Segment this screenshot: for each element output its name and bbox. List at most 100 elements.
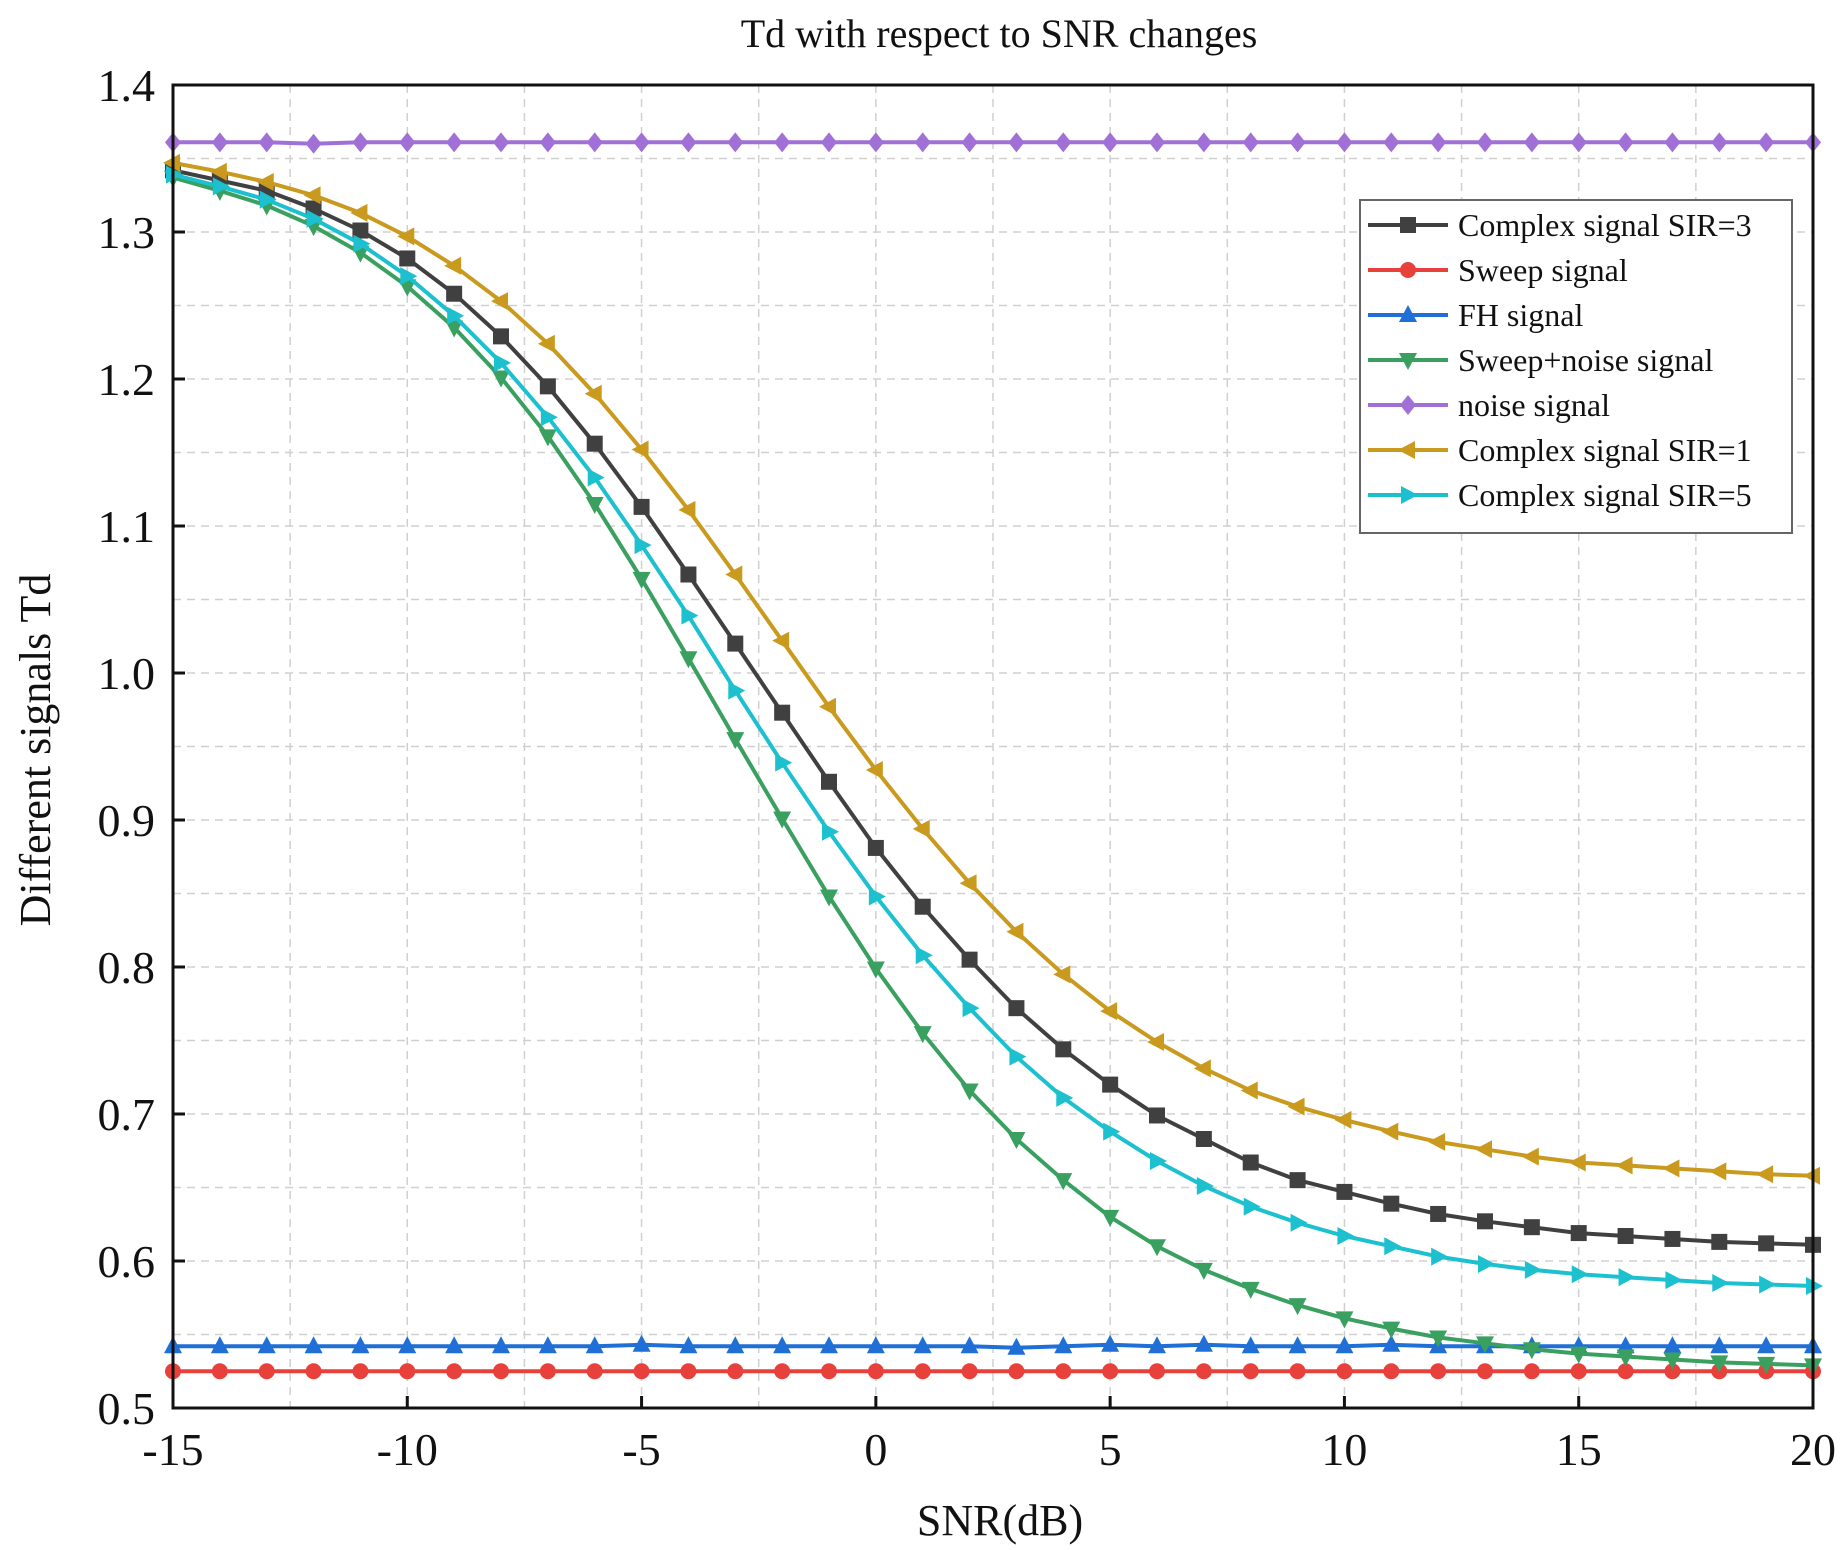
legend-label: Complex signal SIR=5 <box>1458 477 1752 513</box>
data-point <box>212 177 230 196</box>
data-point <box>1522 1342 1541 1360</box>
x-tick-label: 10 <box>1321 1424 1367 1475</box>
data-point <box>1335 1311 1354 1329</box>
legend-label: FH signal <box>1458 297 1583 333</box>
data-point <box>1054 1336 1073 1354</box>
data-point <box>820 1336 838 1354</box>
data-point <box>1618 1268 1636 1287</box>
data-point <box>1289 1172 1306 1189</box>
data-point <box>1101 1209 1120 1227</box>
data-point <box>1711 1233 1728 1250</box>
data-point <box>352 1363 369 1380</box>
data-point <box>1149 132 1165 153</box>
data-point <box>1242 132 1259 153</box>
data-point <box>211 132 228 153</box>
series-line <box>173 140 1813 146</box>
y-tick-label: 0.7 <box>98 1089 156 1140</box>
data-point <box>1149 1363 1165 1380</box>
data-point <box>1148 1239 1166 1257</box>
data-point <box>1335 1336 1354 1354</box>
data-point <box>1616 1349 1635 1367</box>
x-tick-label: 20 <box>1790 1424 1836 1475</box>
data-point <box>867 839 884 856</box>
data-point <box>1384 1237 1402 1256</box>
legend-label: Sweep signal <box>1458 252 1628 288</box>
data-point <box>915 946 933 965</box>
data-point <box>539 378 556 395</box>
data-point <box>1243 1197 1261 1216</box>
data-point <box>399 132 416 153</box>
data-point <box>397 227 415 246</box>
data-point <box>398 1336 417 1354</box>
data-point <box>1054 1173 1073 1191</box>
data-point <box>257 1336 276 1354</box>
data-point <box>960 1336 979 1354</box>
x-tick-label: -5 <box>622 1424 660 1475</box>
data-point <box>1056 1088 1074 1107</box>
data-point <box>1102 1076 1119 1093</box>
legend-item: Complex signal SIR=3 <box>1368 207 1752 243</box>
data-point <box>1476 1336 1494 1354</box>
y-tick-label: 1.2 <box>98 354 156 405</box>
data-point <box>1290 1213 1308 1232</box>
data-point <box>492 370 510 388</box>
data-point <box>960 1083 979 1101</box>
data-point <box>1194 1334 1213 1352</box>
data-point <box>1288 1336 1307 1354</box>
data-point <box>633 132 650 153</box>
data-point <box>867 1363 884 1380</box>
data-point <box>633 498 650 515</box>
data-point <box>1617 1228 1634 1245</box>
legend-swatch-marker <box>1400 395 1416 415</box>
data-point <box>303 186 321 205</box>
data-point <box>1195 1363 1212 1380</box>
data-point <box>1568 1153 1586 1172</box>
data-point <box>1336 1363 1353 1380</box>
data-point <box>258 132 275 153</box>
data-point <box>1430 1205 1447 1222</box>
data-point <box>446 1363 463 1380</box>
data-point <box>773 811 792 829</box>
data-point <box>866 961 885 979</box>
data-point <box>1664 132 1681 153</box>
data-point <box>399 1363 416 1380</box>
data-point <box>259 190 277 209</box>
data-point <box>1665 1271 1683 1290</box>
data-point <box>1710 1336 1729 1354</box>
data-point <box>726 732 745 750</box>
data-point <box>1055 1041 1072 1058</box>
data-point <box>961 132 978 153</box>
data-point <box>1428 1132 1446 1151</box>
data-point <box>634 536 652 555</box>
data-point <box>305 133 322 154</box>
data-point <box>1523 1219 1540 1236</box>
data-point <box>1616 1336 1635 1354</box>
x-tick-label: 15 <box>1556 1424 1602 1475</box>
x-tick-label: -10 <box>377 1424 438 1475</box>
data-point <box>1663 1336 1682 1354</box>
data-point <box>352 132 369 153</box>
data-point <box>1289 1363 1306 1380</box>
legend-label: Sweep+noise signal <box>1458 342 1713 378</box>
data-point <box>1430 1363 1447 1380</box>
data-point <box>1381 1122 1399 1141</box>
data-point <box>1148 1336 1166 1354</box>
data-point <box>1712 1274 1730 1293</box>
data-point <box>961 1363 978 1380</box>
data-point <box>1336 132 1353 153</box>
data-point <box>914 1363 931 1380</box>
data-point <box>256 173 274 192</box>
data-point <box>1758 1235 1775 1252</box>
legend-swatch-marker <box>1401 486 1418 504</box>
data-point <box>914 132 931 153</box>
data-point <box>1758 132 1775 153</box>
data-point <box>1195 132 1212 153</box>
data-point <box>585 1336 604 1354</box>
data-point <box>1430 132 1447 153</box>
legend-label: Complex signal SIR=1 <box>1458 432 1752 468</box>
data-point <box>209 162 227 181</box>
legend-item: FH signal <box>1368 297 1583 333</box>
data-point <box>1757 1356 1776 1374</box>
data-point <box>679 1336 698 1354</box>
data-point <box>445 320 464 338</box>
